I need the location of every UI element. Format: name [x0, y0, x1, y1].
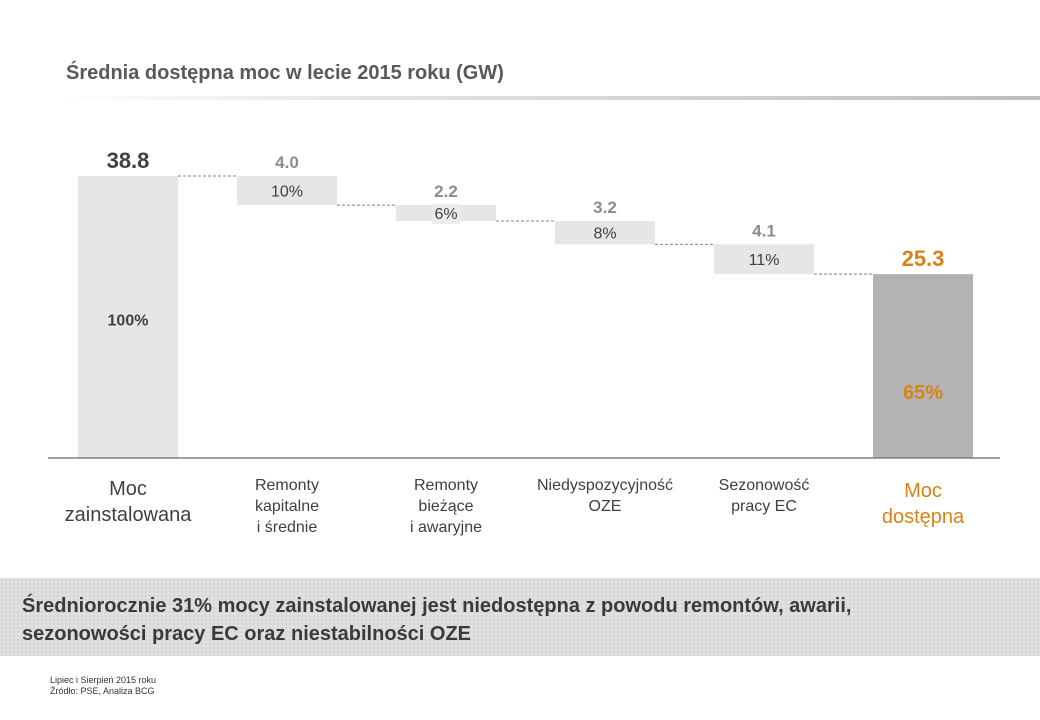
percent-label-bg	[432, 204, 460, 225]
category-label: Niedyspozycyjność OZE	[537, 476, 673, 518]
summary-line-1: Średniorocznie 31% mocy zainstalowanej j…	[22, 595, 852, 617]
percent-label: 11%	[749, 252, 780, 269]
category-label: Sezonowość pracy EC	[719, 476, 810, 518]
decrement-bar	[714, 244, 814, 275]
category-label-line: kapitalne	[254, 497, 320, 515]
summary-text: Średniorocznie 31% mocy zainstalowanej j…	[22, 592, 1032, 648]
category-label-line: bieżące	[418, 497, 474, 515]
decrement-bar	[555, 221, 655, 245]
percent-label: 10%	[271, 184, 303, 201]
category-label-line: Moc	[109, 478, 147, 500]
value-label: 2.2	[434, 182, 458, 201]
value-label: 3.2	[593, 198, 617, 217]
category-label: Remonty kapitalne i średnie	[255, 476, 319, 538]
category-label: Remonty bieżące i awaryjne	[410, 476, 482, 538]
category-label-line: zainstalowana	[64, 504, 192, 526]
category-label: Moc zainstalowana	[65, 476, 192, 528]
category-label-line: Remonty	[413, 477, 479, 494]
footnote: Lipiec i Sierpień 2015 roku Źródło: PSE,…	[50, 675, 156, 698]
value-label: 38.8	[107, 148, 150, 173]
footnote-period: Lipiec i Sierpień 2015 roku	[50, 675, 157, 685]
percent-label: 100%	[108, 312, 149, 329]
category-label-line: i awaryjne	[409, 518, 483, 536]
total-bar	[78, 176, 178, 458]
value-label: 4.1	[752, 221, 776, 240]
summary-band	[0, 578, 1040, 656]
category-label-line: pracy EC	[731, 497, 797, 515]
category-label: Moc dostępna	[882, 478, 964, 530]
waterfall-chart: 38.8 100% 4.0 10% 2.2 6% 3.2 8% 4.1 11% 25.3 65%	[48, 148, 1000, 459]
footnote-source: Źródło: PSE, Analiza BCG	[50, 686, 155, 697]
percent-label: 8%	[593, 226, 616, 243]
title-divider	[56, 96, 1040, 100]
category-label-line: Sezonowość	[718, 477, 810, 494]
category-label-line: Niedyspozycyjność	[536, 477, 674, 494]
summary-line-2: sezonowości pracy EC oraz niestabilności…	[22, 623, 472, 645]
category-label-line: Moc	[904, 480, 942, 502]
percent-label: 65%	[903, 382, 943, 404]
category-label-line: Remonty	[254, 477, 320, 494]
decrement-bar	[237, 176, 337, 206]
category-label-line: OZE	[588, 497, 622, 515]
category-label-line: dostępna	[881, 506, 965, 528]
result-bar	[873, 274, 973, 458]
percent-label: 6%	[434, 206, 457, 223]
value-label: 4.0	[275, 153, 299, 172]
chart-title: Średnia dostępna moc w lecie 2015 roku (…	[66, 62, 504, 84]
category-label-line: i średnie	[256, 518, 318, 536]
value-label: 25.3	[902, 246, 945, 271]
